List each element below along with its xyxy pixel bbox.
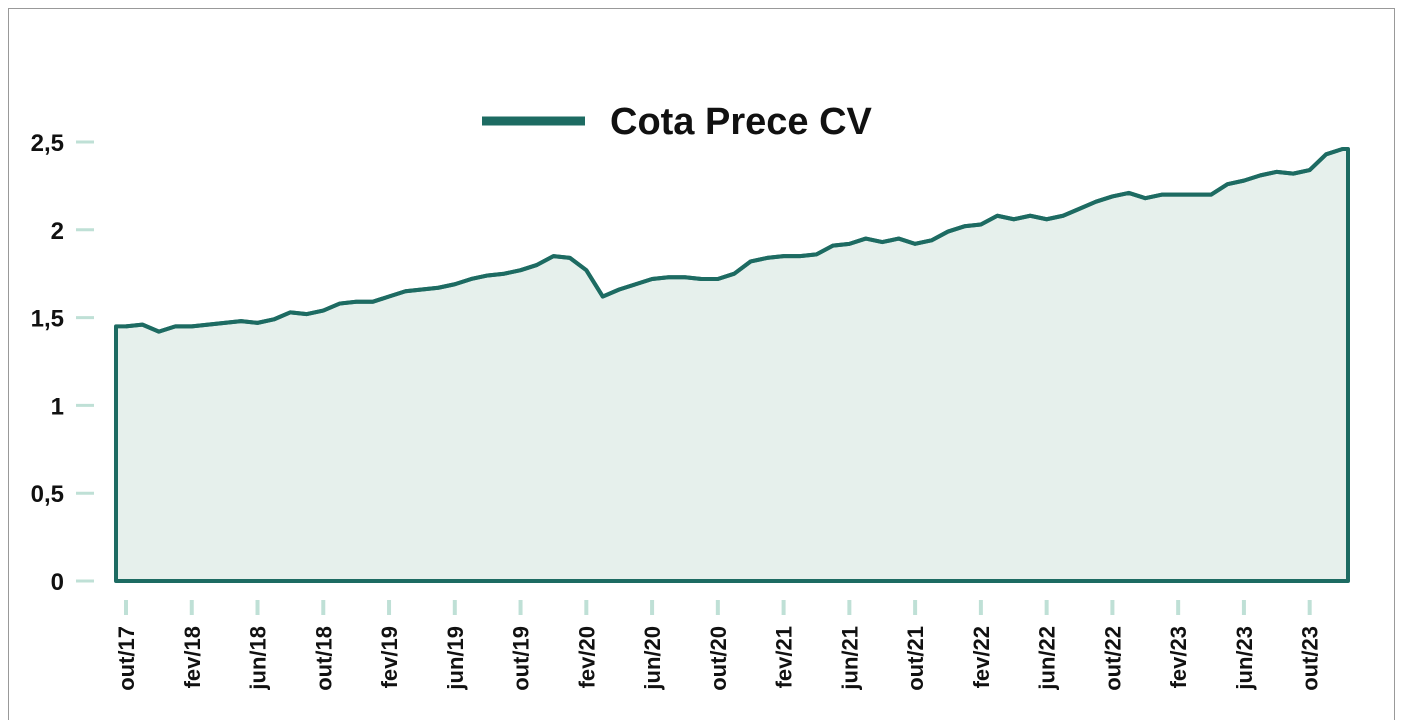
legend-label: Cota Prece CV [610, 101, 873, 143]
x-tick-label: out/17 [114, 626, 139, 691]
x-tick-label: out/23 [1298, 626, 1323, 691]
y-tick-label: 1 [51, 393, 64, 420]
x-tick-label: jun/18 [246, 626, 271, 691]
y-tick-label: 0 [51, 569, 64, 596]
x-tick-label: fev/18 [180, 626, 205, 688]
x-tick-label: fev/21 [772, 626, 797, 688]
x-tick-label: out/21 [903, 626, 928, 691]
x-tick-label: jun/22 [1035, 626, 1060, 691]
x-tick-label: fev/20 [574, 626, 599, 688]
x-tick-label: out/19 [509, 626, 534, 691]
y-tick-label: 2 [51, 218, 64, 245]
x-tick-label: out/20 [706, 626, 731, 691]
x-tick-label: fev/19 [377, 626, 402, 688]
x-tick-label: jun/21 [837, 626, 862, 691]
x-tick-label: jun/20 [640, 626, 665, 691]
x-tick-label: out/22 [1100, 626, 1125, 691]
y-tick-label: 2,5 [31, 130, 64, 157]
x-tick-label: fev/22 [969, 626, 994, 688]
y-tick-label: 1,5 [31, 306, 64, 333]
y-tick-label: 0,5 [31, 481, 64, 508]
line [125, 147, 1344, 334]
x-tick-label: fev/23 [1166, 626, 1191, 688]
x-tick-label: jun/23 [1232, 626, 1257, 691]
x-tick-label: out/18 [311, 626, 336, 691]
x-tick-label: jun/19 [443, 626, 468, 691]
